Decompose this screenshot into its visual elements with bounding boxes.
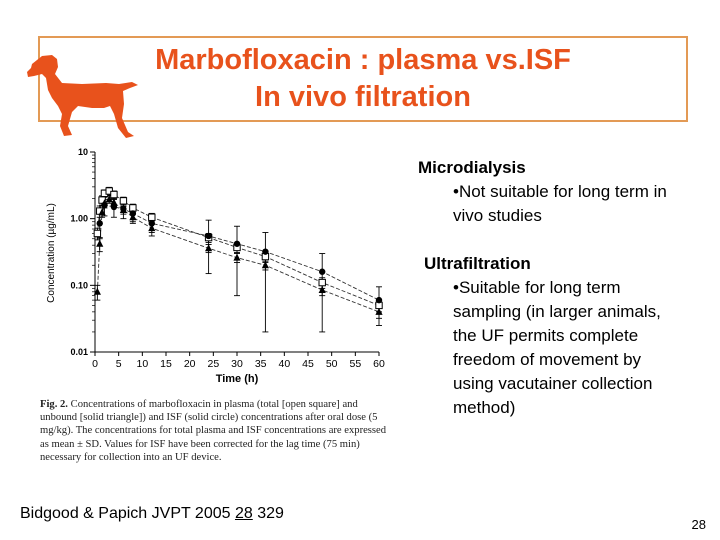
data-point-circle: [96, 220, 103, 227]
figure-caption-text: Concentrations of marbofloxacin in plasm…: [40, 399, 387, 463]
x-tick-label: 60: [373, 358, 385, 370]
data-point-circle: [233, 240, 241, 247]
y-tick-label: 1.00: [70, 214, 88, 224]
slide-title-line-1: Marbofloxacin : plasma vs.ISF: [155, 44, 571, 76]
data-point-circle: [319, 268, 326, 275]
data-point-circle: [262, 248, 269, 255]
data-point-circle: [110, 203, 118, 211]
citation-prefix: Bidgood & Papich JVPT 2005: [20, 505, 235, 522]
data-point-triangle: [105, 195, 113, 203]
data-point-circle: [101, 201, 108, 209]
x-tick-label: 35: [255, 358, 267, 370]
page-number: 28: [691, 517, 706, 532]
data-point-triangle: [93, 287, 101, 295]
data-point-square: [93, 229, 102, 238]
x-tick-label: 5: [116, 358, 122, 370]
citation-page: 329: [252, 505, 284, 522]
ultrafiltration-heading: Ultrafiltration: [424, 254, 531, 273]
x-tick-label: 0: [92, 358, 98, 370]
data-point-square: [318, 278, 326, 287]
data-point-square: [129, 204, 137, 212]
y-tick-label: 0.01: [70, 347, 88, 357]
title-box: Marbofloxacin : plasma vs.ISF In vivo fi…: [38, 36, 688, 122]
x-tick-label: 10: [136, 358, 148, 370]
x-tick-label: 45: [302, 358, 314, 370]
x-tick-label: 40: [278, 358, 290, 370]
series-line: [96, 190, 380, 306]
data-point-triangle: [129, 213, 137, 221]
data-point-circle: [129, 210, 137, 217]
data-point-square: [148, 213, 156, 221]
y-tick-label: 0.10: [70, 280, 88, 290]
x-tick-label: 30: [231, 358, 243, 370]
microdialysis-heading: Microdialysis: [418, 158, 526, 177]
x-tick-label: 25: [207, 358, 219, 370]
figure-caption: Fig. 2. Concentrations of marbofloxacin …: [40, 398, 394, 464]
microdialysis-bullet: •Not suitable for long term in vivo stud…: [453, 182, 667, 225]
ultrafiltration-bullet: •Suitable for long term sampling (in lar…: [453, 278, 661, 417]
x-tick-label: 20: [184, 358, 196, 370]
data-point-circle: [205, 232, 212, 240]
citation: Bidgood & Papich JVPT 2005 28 329: [20, 505, 284, 523]
data-point-circle: [148, 220, 155, 227]
data-point-triangle: [318, 286, 326, 294]
x-tick-label: 55: [349, 358, 361, 370]
y-axis-label: Concentration (µg/mL): [46, 203, 57, 303]
data-point-circle: [120, 205, 127, 213]
figure-caption-label: Fig. 2.: [40, 399, 68, 410]
series-line: [96, 198, 380, 313]
data-point-triangle: [96, 239, 104, 247]
data-point-circle: [375, 296, 383, 304]
data-point-triangle: [98, 208, 106, 216]
y-tick-label: 10: [78, 147, 88, 157]
data-point-square: [119, 197, 128, 205]
data-point-square: [110, 190, 118, 199]
data-point-triangle: [148, 224, 156, 232]
slide-title-line-2: In vivo filtration: [255, 81, 471, 113]
data-point-triangle: [110, 198, 118, 206]
dog-silhouette-icon: [27, 55, 138, 138]
series-line: [99, 204, 380, 301]
citation-volume: 28: [234, 505, 253, 522]
data-point-triangle: [233, 253, 241, 261]
data-point-triangle: [375, 307, 383, 315]
x-axis-label: Time (h): [216, 373, 259, 385]
x-tick-label: 15: [160, 358, 172, 370]
x-tick-label: 50: [326, 358, 338, 370]
data-point-triangle: [261, 261, 269, 269]
concentration-time-chart: 10 1.00 0.10 0.01 0 5 10 15 20 25 30 35 40 45 50 55 60 T…: [46, 147, 385, 385]
data-point-triangle: [205, 244, 213, 252]
